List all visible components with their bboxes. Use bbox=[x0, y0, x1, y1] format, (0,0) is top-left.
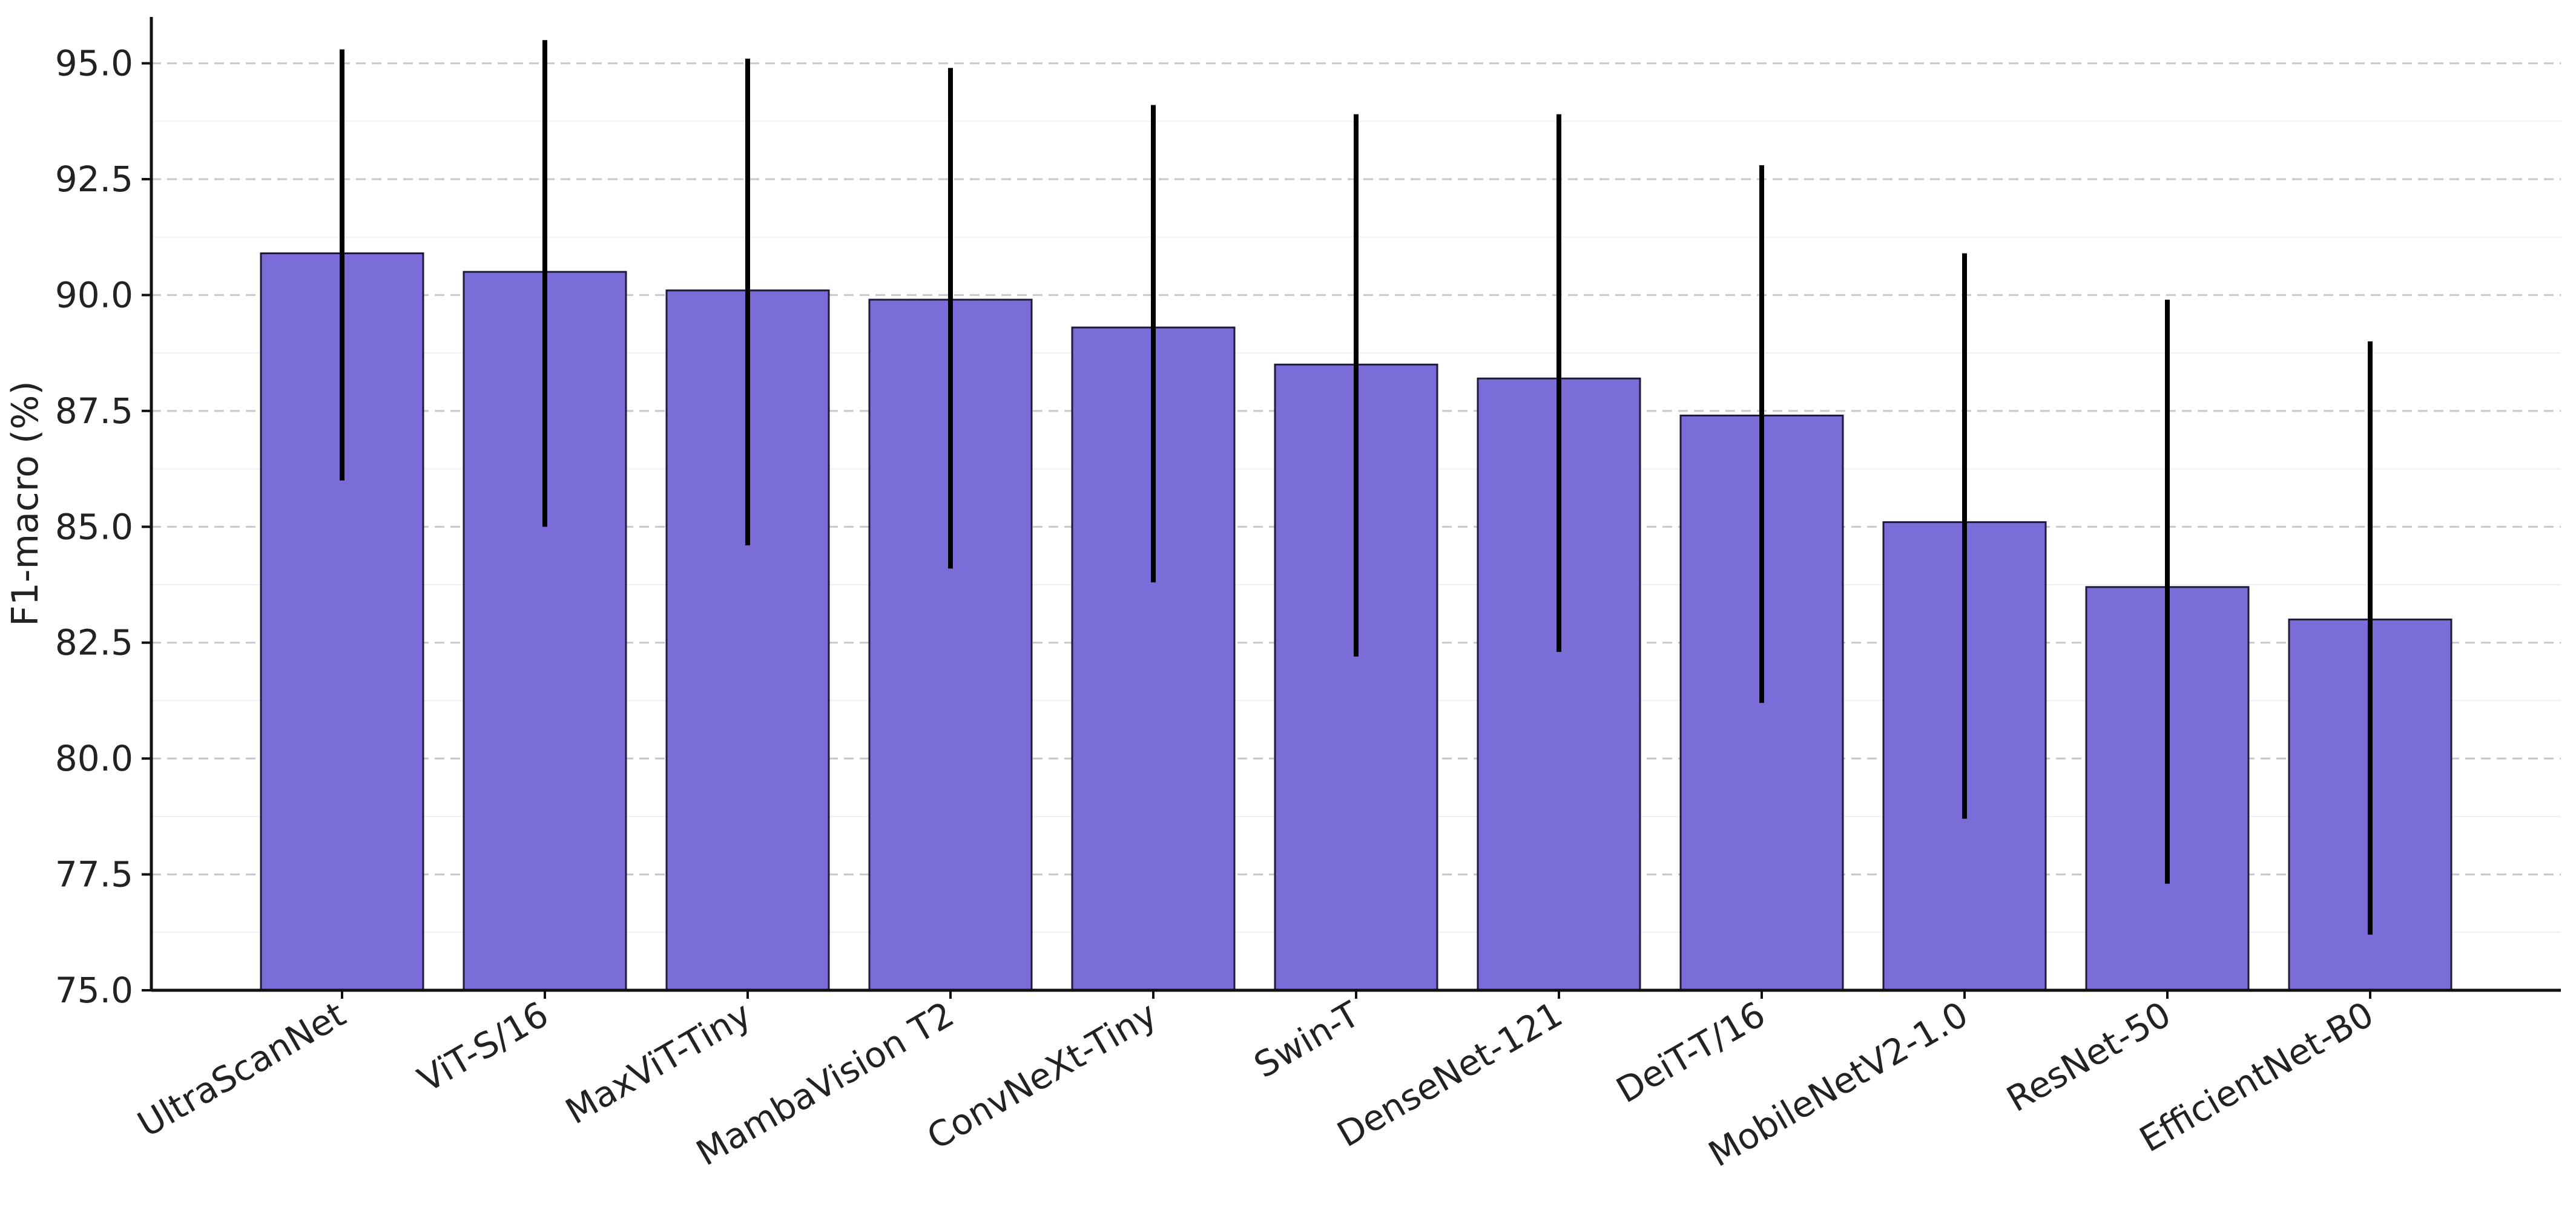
y-tick-label: 95.0 bbox=[55, 43, 133, 84]
x-tick-label: ResNet-50 bbox=[2000, 993, 2178, 1120]
x-tick-label: ViT-S/16 bbox=[411, 993, 555, 1100]
x-tick-label: MaxViT-Tiny bbox=[559, 993, 758, 1132]
error-bars bbox=[340, 40, 2373, 935]
y-tick-label: 90.0 bbox=[55, 274, 133, 315]
x-tick-label: DeiT-T/16 bbox=[1609, 993, 1772, 1111]
y-tick-label: 82.5 bbox=[55, 622, 133, 663]
x-tick-label: Swin-T bbox=[1247, 993, 1366, 1086]
y-tick-label: 92.5 bbox=[55, 159, 133, 200]
x-tick-label: ConvNeXt-Tiny bbox=[920, 993, 1164, 1157]
y-tick-label: 80.0 bbox=[55, 738, 133, 779]
x-tick-label: UltraScanNet bbox=[131, 993, 352, 1145]
x-tick-label: DenseNet-121 bbox=[1330, 993, 1569, 1155]
y-tick-label: 87.5 bbox=[55, 390, 133, 432]
y-tick-labels: 75.0 77.5 80.0 82.5 85.0 87.5 90.0 92.5 95.0 bbox=[55, 43, 151, 1011]
y-tick-label: 75.0 bbox=[55, 970, 133, 1011]
y-tick-label: 85.0 bbox=[55, 506, 133, 547]
y-axis-label: F1-macro (%) bbox=[4, 381, 47, 626]
y-tick-label: 77.5 bbox=[55, 854, 133, 895]
x-tick-labels: UltraScanNet ViT-S/16 MaxViT-TinyMambaVisi… bbox=[131, 990, 2380, 1175]
